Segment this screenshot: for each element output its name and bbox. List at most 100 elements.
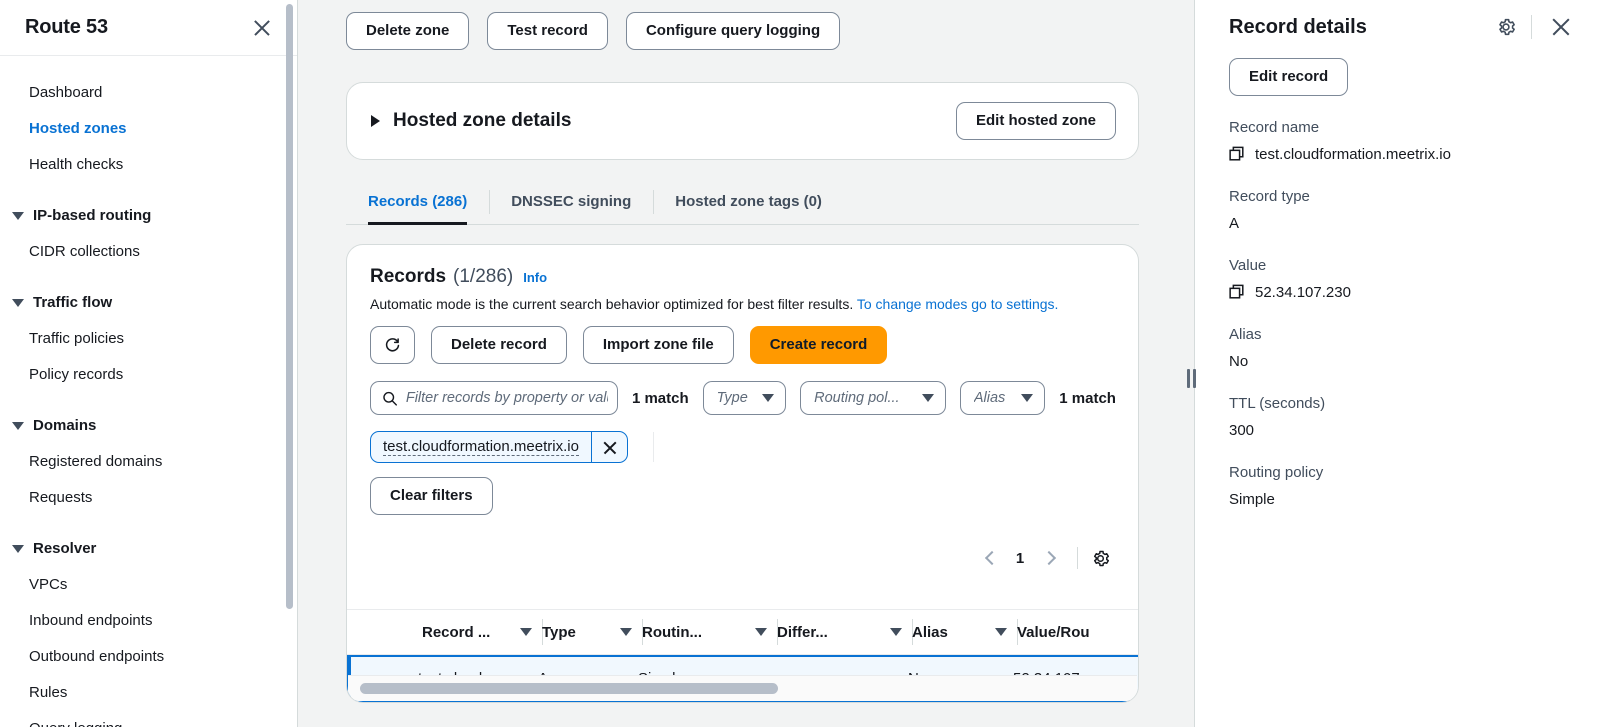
sort-icon (890, 628, 902, 636)
records-card: Records (1/286) Info Automatic mode is t… (346, 244, 1139, 703)
sidebar-item-cidr-collections[interactable]: CIDR collections (0, 234, 297, 270)
field-label: Alias (1229, 326, 1262, 343)
filter-token-remove-icon[interactable] (590, 432, 627, 462)
sidebar-item-rules[interactable]: Rules (0, 675, 297, 711)
field-value: test.cloudformation.meetrix.io (1255, 146, 1451, 163)
sidebar-item-hosted-zones[interactable]: Hosted zones (0, 111, 297, 147)
column-header-routing-policy[interactable]: Routin... (642, 619, 778, 645)
sort-icon (520, 628, 532, 636)
sidebar-item-inbound-endpoints[interactable]: Inbound endpoints (0, 603, 297, 639)
sidebar-item-dashboard[interactable]: Dashboard (0, 75, 297, 111)
header-divider (1531, 15, 1532, 39)
field-value-row: 52.34.107.230 (1229, 282, 1576, 303)
chevron-left-icon[interactable] (973, 541, 1007, 575)
sidebar-item-registered-domains[interactable]: Registered domains (0, 444, 297, 480)
sidebar-item-label: VPCs (29, 576, 68, 593)
sidebar-item-policy-records[interactable]: Policy records (0, 357, 297, 393)
field-value: Value 52.34.107.230 (1229, 256, 1576, 303)
column-header-alias[interactable]: Alias (912, 619, 1018, 645)
records-filters: Filter records by property or value 1 ma… (370, 381, 1116, 415)
field-value-row: Simple (1229, 489, 1576, 510)
field-label: Record name (1229, 119, 1320, 136)
edit-record-button[interactable]: Edit record (1229, 58, 1349, 96)
chevron-down-icon (1021, 394, 1034, 402)
refresh-button[interactable] (370, 326, 415, 364)
record-details-settings-button[interactable] (1491, 12, 1531, 42)
chevron-down-icon (12, 422, 24, 430)
active-filter-tokens: test.cloudformation.meetrix.io (370, 431, 1116, 463)
record-details-close-icon[interactable] (1546, 12, 1576, 42)
tab-records[interactable]: Records (286) (346, 182, 489, 225)
sidebar-item-traffic-policies[interactable]: Traffic policies (0, 321, 297, 357)
tab-dnssec-signing[interactable]: DNSSEC signing (489, 182, 653, 224)
search-placeholder: Filter records by property or value (405, 390, 608, 406)
field-value-row: A (1229, 213, 1576, 234)
routing-policy-filter-dropdown[interactable]: Routing pol... (800, 381, 946, 415)
column-header-record-name[interactable]: Record ... (422, 619, 543, 645)
table-horizontal-scrollbar-thumb[interactable] (360, 683, 778, 694)
field-value: No (1229, 353, 1249, 370)
type-filter-dropdown[interactable]: Type (702, 381, 787, 415)
chevron-down-icon (12, 299, 24, 307)
sidebar-group-domains[interactable]: Domains (0, 408, 297, 444)
field-alias: Alias No (1229, 325, 1576, 372)
sidebar-scrollbar-thumb[interactable] (286, 4, 293, 609)
table-preferences-button[interactable] (1090, 548, 1111, 569)
sidebar-item-label: Hosted zones (29, 120, 127, 137)
sidebar-item-label: CIDR collections (29, 243, 140, 260)
sidebar-item-label: Health checks (29, 156, 124, 173)
alias-filter-label: Alias (973, 390, 1006, 406)
records-info-link[interactable]: Info (523, 270, 548, 285)
sidebar-item-label: Traffic policies (29, 330, 125, 347)
type-filter-label: Type (716, 390, 748, 406)
sidebar-group-label: IP-based routing (33, 207, 152, 224)
delete-record-button[interactable]: Delete record (431, 326, 567, 364)
record-details-title: Record details (1229, 15, 1367, 38)
sidebar-close-icon[interactable] (249, 15, 275, 41)
sidebar-item-vpcs[interactable]: VPCs (0, 567, 297, 603)
sort-icon (995, 628, 1007, 636)
sidebar-item-query-logging[interactable]: Query logging (0, 711, 297, 727)
record-details-header: Record details (1229, 0, 1576, 48)
copy-icon[interactable] (1229, 146, 1246, 163)
filter-token-label: test.cloudformation.meetrix.io (371, 432, 591, 462)
main-content: Delete zone Test record Configure query … (298, 0, 1194, 727)
sidebar-group-traffic-flow[interactable]: Traffic flow (0, 285, 297, 321)
hosted-zone-details-title: Hosted zone details (393, 110, 572, 131)
change-modes-link[interactable]: To change modes go to settings. (856, 296, 1059, 312)
drag-handle-icon[interactable] (1183, 367, 1199, 389)
test-record-button[interactable]: Test record (487, 12, 608, 50)
alias-filter-dropdown[interactable]: Alias (959, 381, 1046, 415)
clear-filters-button[interactable]: Clear filters (370, 477, 493, 515)
sidebar-item-health-checks[interactable]: Health checks (0, 147, 297, 183)
filter-token-text: test.cloudformation.meetrix.io (383, 438, 579, 456)
edit-hosted-zone-button[interactable]: Edit hosted zone (956, 102, 1116, 140)
sidebar-group-resolver[interactable]: Resolver (0, 531, 297, 567)
create-record-button[interactable]: Create record (749, 326, 888, 364)
copy-icon[interactable] (1229, 284, 1246, 301)
column-label: Differ... (777, 623, 828, 641)
field-routing-policy: Routing policy Simple (1229, 463, 1576, 510)
sidebar-group-ip-based-routing[interactable]: IP-based routing (0, 198, 297, 234)
sort-icon (620, 628, 632, 636)
delete-zone-button[interactable]: Delete zone (346, 12, 470, 50)
chevron-right-icon[interactable] (1033, 541, 1067, 575)
configure-query-logging-button[interactable]: Configure query logging (625, 12, 841, 50)
filter-token[interactable]: test.cloudformation.meetrix.io (370, 431, 628, 463)
sidebar-item-outbound-endpoints[interactable]: Outbound endpoints (0, 639, 297, 675)
field-value: A (1229, 215, 1240, 232)
table-horizontal-scrollbar-track[interactable] (348, 675, 1137, 701)
sidebar-item-requests[interactable]: Requests (0, 480, 297, 516)
search-input[interactable]: Filter records by property or value (370, 381, 618, 415)
triangle-right-icon[interactable] (371, 115, 380, 127)
match-count-left: 1 match (631, 389, 689, 407)
filter-divider (652, 432, 654, 462)
column-header-value-route-traffic-to[interactable]: Value/Rou (1017, 619, 1127, 645)
column-header-differentiator[interactable]: Differ... (777, 619, 913, 645)
tab-hosted-zone-tags[interactable]: Hosted zone tags (0) (653, 182, 844, 224)
field-record-name: Record name test.cloudformation.meetrix.… (1229, 118, 1576, 165)
column-header-type[interactable]: Type (542, 619, 643, 645)
page-number-1[interactable]: 1 (1015, 549, 1025, 567)
sidebar-group-label: Domains (33, 417, 97, 434)
import-zone-file-button[interactable]: Import zone file (582, 326, 734, 364)
